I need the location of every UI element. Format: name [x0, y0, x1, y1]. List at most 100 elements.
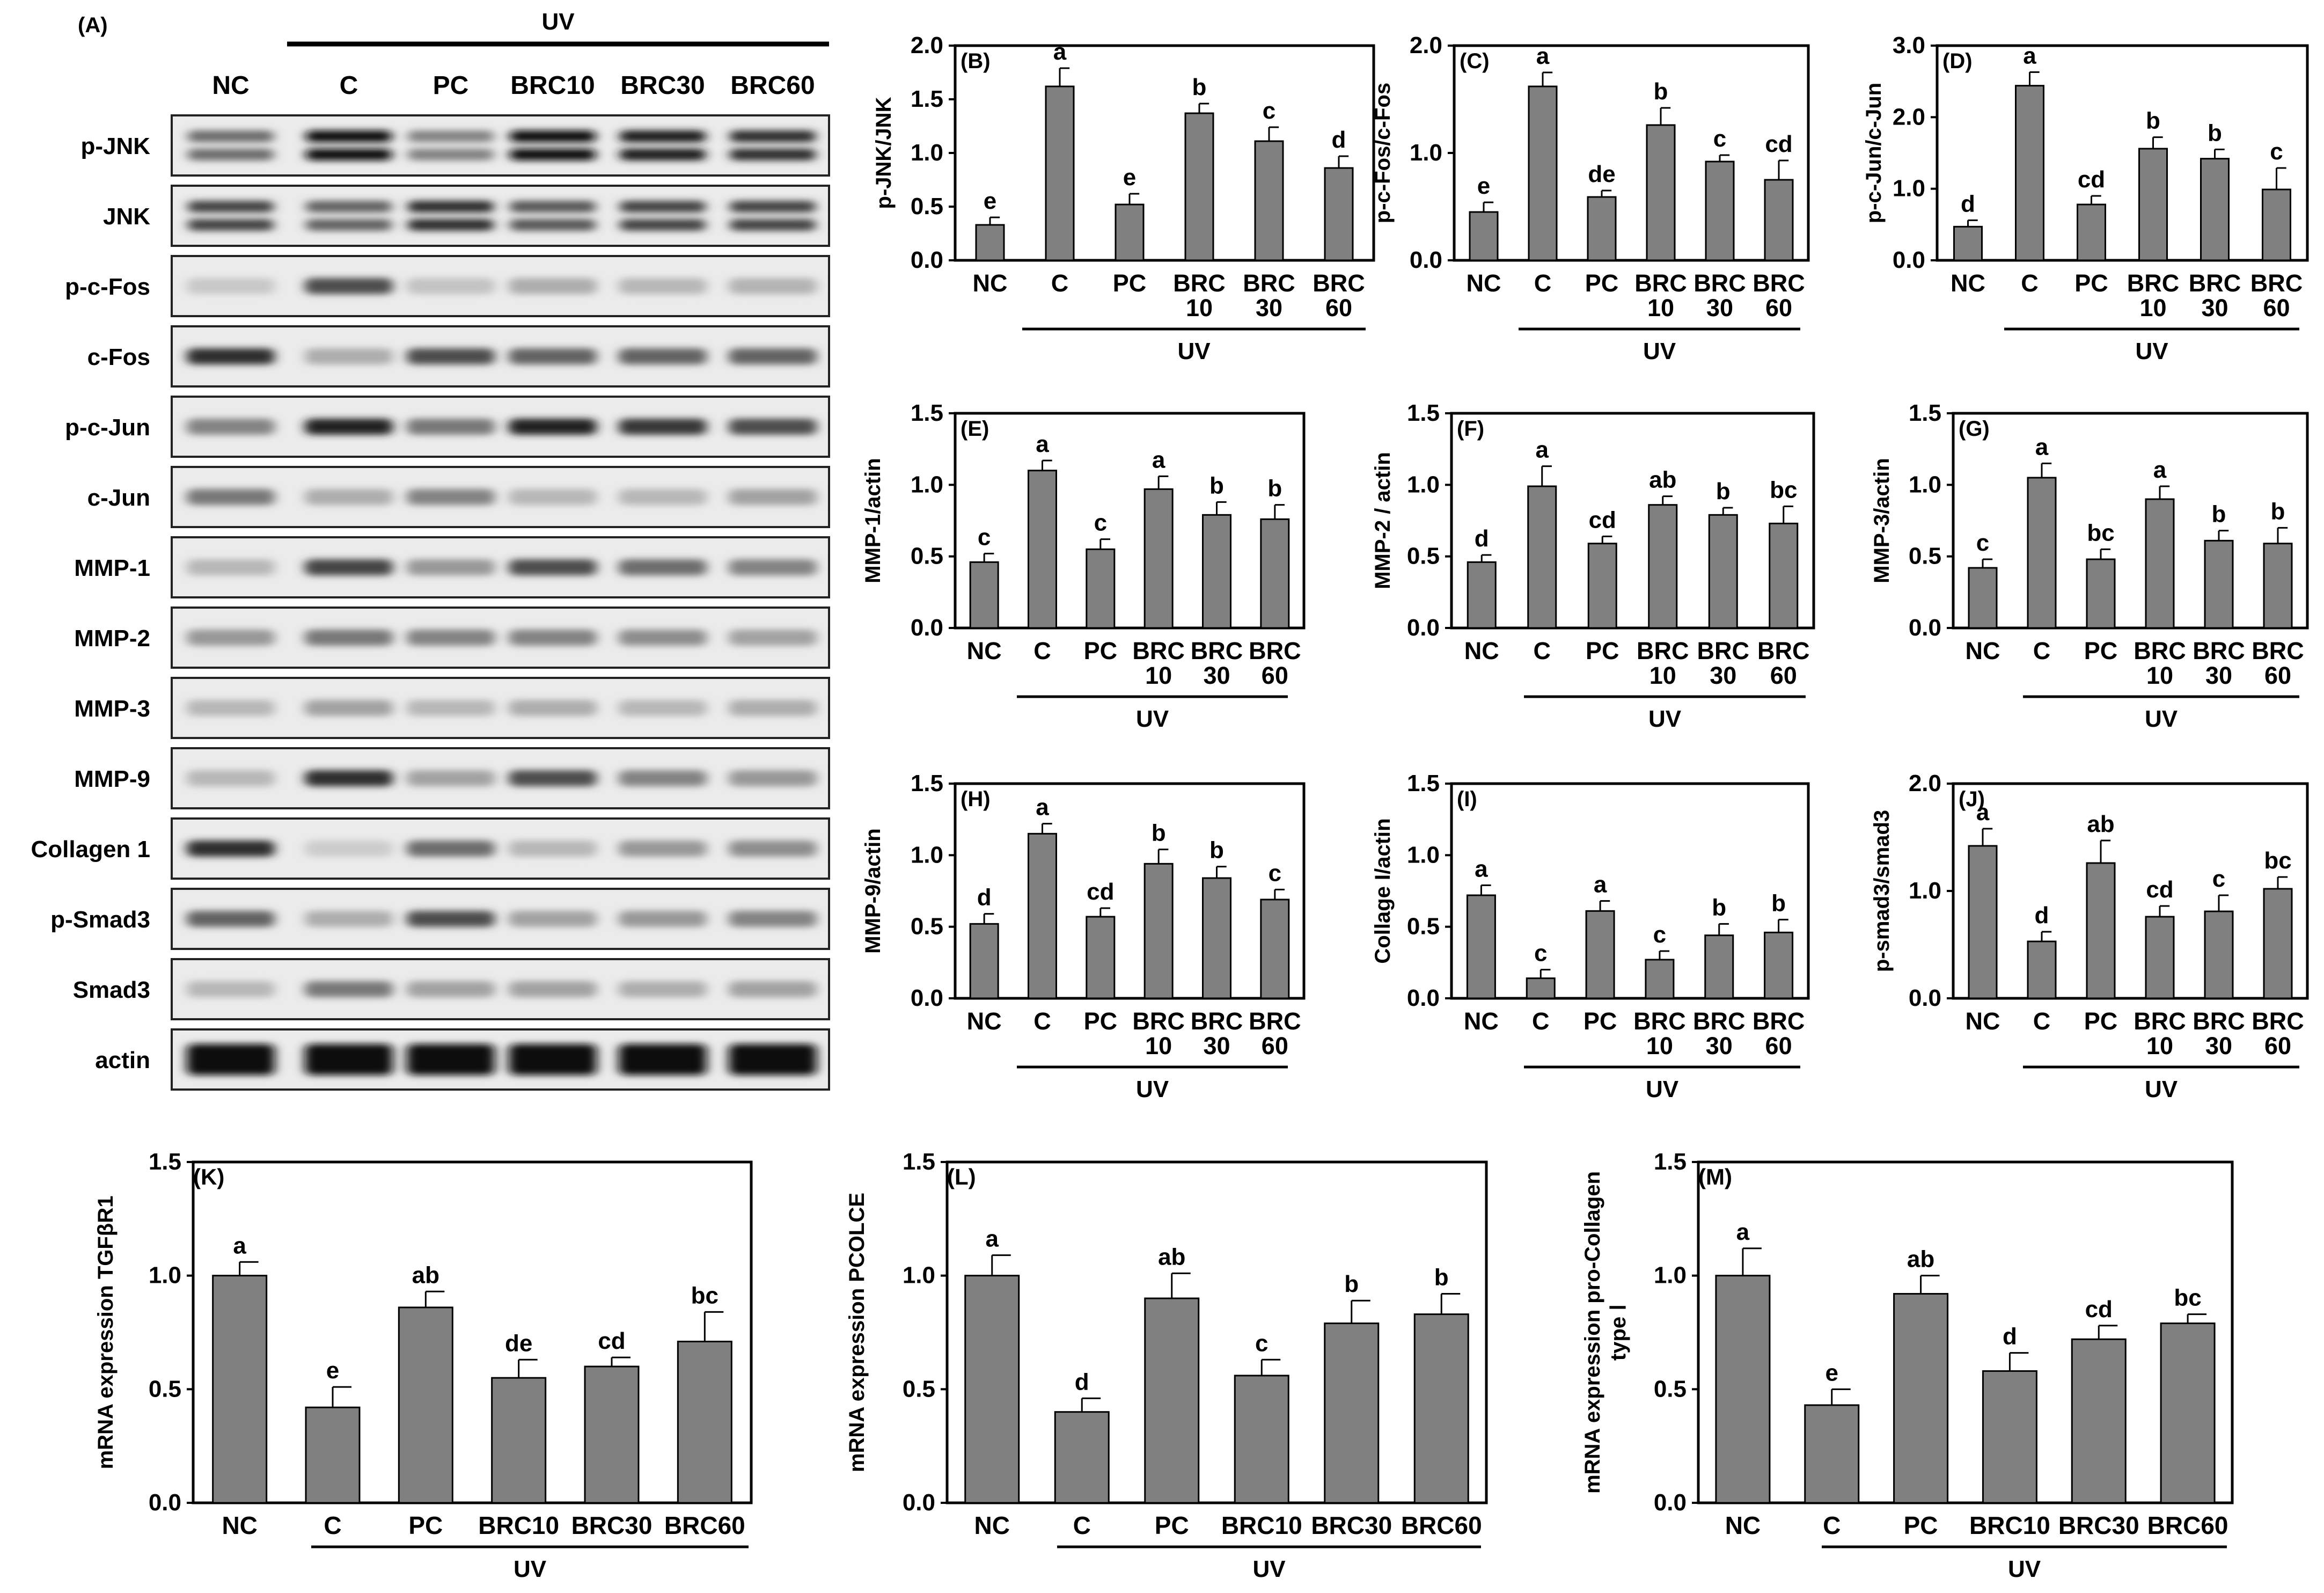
bar — [1467, 561, 1497, 629]
significance-letter: a — [1976, 799, 1990, 825]
category-label: BRC — [1191, 1007, 1243, 1035]
category-label: PC — [1084, 637, 1118, 664]
uv-group-label: UV — [1136, 1076, 1169, 1102]
y-tick-label: 1.0 — [911, 471, 943, 498]
y-tick-label: 0.5 — [911, 914, 943, 940]
blot-band — [187, 489, 275, 505]
category-label: C — [1534, 637, 1551, 664]
category-label: BRC10 — [478, 1511, 559, 1539]
blot-band — [729, 489, 817, 505]
bar — [398, 1306, 453, 1504]
significance-letter: cd — [2078, 166, 2105, 193]
category-label: BRC30 — [2058, 1511, 2139, 1539]
blot-band — [619, 981, 707, 997]
y-tick-label: 0.5 — [1909, 543, 1941, 569]
category-label: 30 — [1203, 662, 1230, 689]
bar — [1413, 1313, 1469, 1504]
category-label: BRC — [1637, 637, 1689, 664]
category-label: BRC — [1249, 1007, 1301, 1035]
bar — [1054, 1411, 1110, 1504]
blot-band — [510, 219, 596, 231]
category-label: 30 — [2205, 662, 2232, 689]
bar — [1469, 211, 1499, 261]
y-axis-label: p-JNK/JNK — [872, 97, 896, 209]
significance-letter: bc — [1770, 477, 1797, 503]
blot-band — [305, 911, 393, 927]
blot-band — [509, 278, 597, 294]
blot-band — [407, 630, 495, 646]
bar — [969, 923, 999, 999]
category-label: NC — [974, 1511, 1010, 1539]
chart-panel: (I) 0.0 0.5 1.0 1.5 Collage I/actin a NC c Ca PC c B… — [1371, 770, 1810, 1102]
significance-letter: cd — [2146, 876, 2173, 903]
significance-letter: a — [2023, 42, 2036, 69]
blot-band — [305, 1044, 393, 1075]
significance-letter: a — [1475, 856, 1488, 882]
blot-band — [730, 201, 816, 213]
y-tick-label: 0.5 — [149, 1376, 181, 1402]
y-tick-label: 0.5 — [1407, 543, 1440, 569]
category-label: 10 — [1646, 1032, 1673, 1059]
chart-frame — [1697, 1160, 2234, 1504]
category-label: 30 — [2205, 1032, 2232, 1059]
blot-band — [305, 630, 393, 646]
significance-letter: a — [1053, 39, 1067, 65]
category-label: BRC — [1132, 1007, 1185, 1035]
bar — [1086, 548, 1116, 629]
y-tick-label: 0.0 — [1893, 247, 1925, 273]
category-label: 30 — [1706, 1032, 1733, 1059]
blot-band — [187, 630, 275, 646]
blot-band — [509, 630, 597, 646]
category-label: 60 — [1262, 662, 1288, 689]
blot-band — [305, 981, 393, 997]
y-tick-label: 0.0 — [149, 1489, 181, 1516]
significance-letter: ab — [412, 1262, 439, 1288]
category-label: BRC — [1753, 1007, 1805, 1035]
uv-group-label: UV — [1643, 338, 1676, 364]
category-label: C — [2021, 269, 2039, 297]
chart-frame — [1952, 782, 2309, 1000]
significance-letter: d — [1475, 525, 1489, 552]
blot-row-label: p-Smad3 — [50, 907, 150, 933]
blot-band — [306, 130, 392, 142]
blot-strip — [171, 817, 830, 880]
y-tick-label: 1.5 — [911, 400, 943, 426]
y-axis-label: p-smad3/smad3 — [1870, 810, 1894, 972]
category-label: C — [1033, 1007, 1051, 1035]
panel-label: (I) — [1457, 787, 1477, 811]
blot-band — [729, 278, 817, 294]
y-tick-label: 0.5 — [911, 543, 943, 569]
blot-band — [510, 149, 596, 160]
category-label: 60 — [1770, 662, 1797, 689]
significance-letter: b — [1152, 820, 1166, 846]
significance-letter: d — [1332, 127, 1346, 153]
blot-lane-label: BRC10 — [510, 71, 595, 100]
category-label: BRC60 — [2147, 1511, 2228, 1539]
chart-panel: (M) 0.0 0.5 1.0 1.5 mRNA expression pro-Colla… — [1581, 1149, 2234, 1582]
bar — [1968, 567, 1998, 629]
category-label: NC — [1464, 637, 1499, 664]
significance-letter: c — [2270, 138, 2283, 165]
y-tick-label: 1.5 — [1654, 1149, 1687, 1175]
blot-band — [187, 770, 275, 786]
category-label: BRC60 — [664, 1511, 745, 1539]
blot-band — [407, 911, 495, 927]
blot-band — [407, 559, 495, 575]
bar — [1528, 85, 1558, 261]
bar — [1769, 522, 1799, 629]
significance-letter: e — [1477, 173, 1490, 199]
significance-letter: b — [1192, 74, 1207, 100]
bar — [2086, 862, 2116, 999]
blot-row-label: p-c-Jun — [65, 414, 150, 441]
y-tick-label: 1.5 — [911, 770, 943, 797]
chart-panel: (F) 0.0 0.5 1.0 1.5 MMP-2 / actin d NC a Ccd PC ab B… — [1371, 400, 1815, 732]
bar — [1893, 1293, 1949, 1504]
significance-letter: ab — [1649, 467, 1676, 493]
uv-group-label: UV — [1136, 706, 1169, 732]
blot-strip — [171, 1028, 830, 1091]
blot-band — [407, 841, 495, 857]
y-axis-label: MMP-1/actin — [861, 458, 885, 583]
blot-band — [729, 841, 817, 857]
blot-band — [620, 201, 706, 213]
